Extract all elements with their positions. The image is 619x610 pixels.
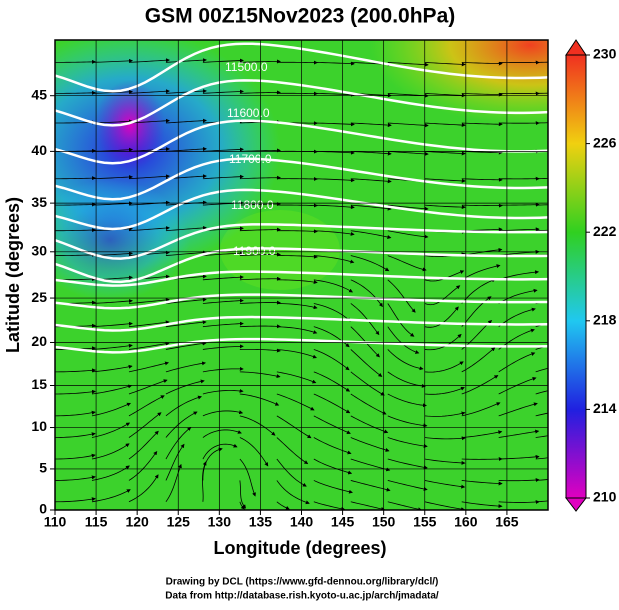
y-tick-label: 15 xyxy=(31,376,47,392)
colorbar-extend xyxy=(566,40,586,55)
x-tick-label: 145 xyxy=(331,514,355,530)
credit: Drawing by DCL (https://www.gfd-dennou.o… xyxy=(166,577,439,588)
y-tick-label: 5 xyxy=(39,460,47,476)
x-tick-label: 155 xyxy=(413,514,437,530)
chart-title: GSM 00Z15Nov2023 (200.0hPa) xyxy=(145,5,456,28)
x-tick-label: 130 xyxy=(208,514,232,530)
x-tick-label: 140 xyxy=(290,514,314,530)
y-tick-label: 10 xyxy=(31,418,47,434)
y-tick-label: 45 xyxy=(31,86,47,102)
y-tick-label: 20 xyxy=(31,333,47,349)
field: 11500.0 11600.0 11700.0 11800.0 11900.0 xyxy=(0,0,619,510)
colorbar-tick-label: 226 xyxy=(593,134,617,150)
colorbar-extend xyxy=(566,498,586,511)
colorbar-tick-label: 230 xyxy=(593,46,617,62)
contour-label: 11800.0 xyxy=(231,198,274,212)
x-tick-label: 135 xyxy=(249,514,273,530)
x-axis-label: Longitude (degrees) xyxy=(213,538,386,558)
y-tick-label: 30 xyxy=(31,242,47,258)
x-tick-label: 120 xyxy=(125,514,149,530)
colorbar: 210 214 218 222 226 230 xyxy=(566,40,617,511)
colorbar-tick-label: 218 xyxy=(593,312,617,328)
contour-label: 11700.0 xyxy=(229,152,272,166)
x-tick-label: 160 xyxy=(454,514,478,530)
colorbar-scale xyxy=(566,55,586,498)
contour-label: 11500.0 xyxy=(225,60,268,74)
x-tick-label: 115 xyxy=(85,514,108,530)
x-tick-label: 150 xyxy=(372,514,396,530)
colorbar-tick-label: 214 xyxy=(593,400,617,416)
y-tick-label: 25 xyxy=(31,289,47,305)
y-tick-label: 0 xyxy=(39,501,47,517)
x-tick-label: 110 xyxy=(44,514,67,530)
x-tick-label: 165 xyxy=(495,514,519,530)
y-axis-label: Latitude (degrees) xyxy=(3,197,23,353)
y-tick-label: 35 xyxy=(31,194,47,210)
colorbar-tick-label: 210 xyxy=(593,489,617,505)
x-tick-label: 125 xyxy=(167,514,191,530)
y-tick-label: 40 xyxy=(31,142,47,158)
colorbar-tick-label: 222 xyxy=(593,223,617,239)
contour-label: 11900.0 xyxy=(233,244,276,258)
credit: Data from http://database.rish.kyoto-u.a… xyxy=(165,591,439,602)
contour-label: 11600.0 xyxy=(227,106,270,120)
